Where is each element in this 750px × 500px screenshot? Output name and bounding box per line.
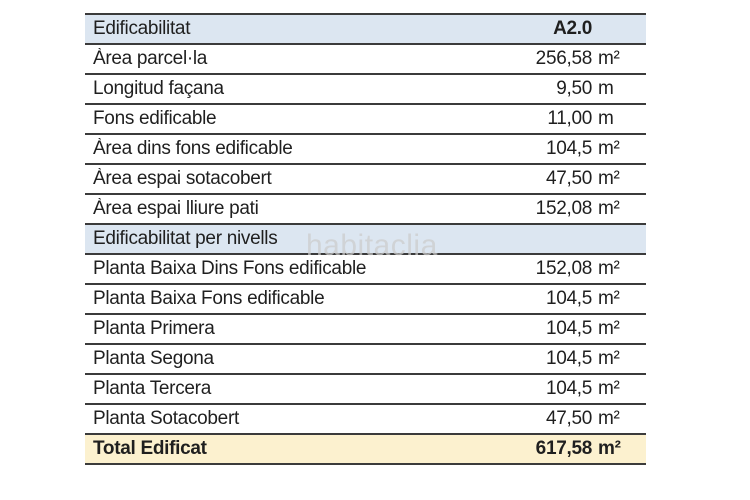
- row-value-number: 104,5: [545, 288, 592, 309]
- table-row: Planta Baixa Dins Fons edificable 152,08…: [85, 255, 646, 285]
- row-value: 104,5 m²: [480, 318, 646, 340]
- row-value-number: 152,08: [535, 198, 593, 219]
- table-row-section-edificabilitat: Edificabilitat A2.0: [85, 15, 646, 45]
- row-value: 104,5 m²: [480, 288, 646, 310]
- row-label: Àrea parcel·la: [93, 48, 208, 69]
- row-label: Fons edificable: [93, 108, 217, 129]
- row-value: 9,50 m: [480, 78, 646, 100]
- row-value-unit: m²: [598, 438, 621, 459]
- row-value: 256,58 m²: [480, 48, 646, 70]
- row-value-number: 104,5: [545, 318, 592, 339]
- row-value-unit: m²: [598, 288, 620, 309]
- table-row: Planta Sotacobert 47,50 m²: [85, 405, 646, 435]
- row-value-unit: m: [598, 78, 614, 99]
- table-row: Àrea dins fons edificable 104,5 m²: [85, 135, 646, 165]
- row-label: Planta Tercera: [93, 378, 211, 399]
- table-row-total: Total Edificat 617,58 m²: [85, 435, 646, 465]
- row-value-number: 47,50: [545, 408, 592, 429]
- row-value-unit: m²: [598, 198, 620, 219]
- row-value-unit: m²: [598, 138, 620, 159]
- row-value-unit: m²: [598, 48, 620, 69]
- table-row: Fons edificable 11,00 m: [85, 105, 646, 135]
- row-label: Planta Segona: [93, 348, 214, 369]
- row-value: 617,58 m²: [480, 438, 646, 460]
- table-row: Planta Baixa Fons edificable 104,5 m²: [85, 285, 646, 315]
- row-value-unit: m²: [598, 318, 620, 339]
- row-value-number: 104,5: [545, 348, 592, 369]
- row-value-unit: m²: [598, 408, 620, 429]
- row-label: Àrea espai lliure pati: [93, 198, 259, 219]
- row-label: Longitud façana: [93, 78, 224, 99]
- table-row: Planta Primera 104,5 m²: [85, 315, 646, 345]
- buildability-table: Edificabilitat A2.0 Àrea parcel·la 256,5…: [85, 13, 646, 465]
- row-label: Planta Baixa Dins Fons edificable: [93, 258, 367, 279]
- row-value-unit: m: [598, 108, 614, 129]
- row-label: Planta Sotacobert: [93, 408, 239, 429]
- row-value-unit: m²: [598, 168, 620, 189]
- row-value-unit: m²: [598, 258, 620, 279]
- row-value-number: 104,5: [545, 378, 592, 399]
- row-value: 152,08 m²: [480, 198, 646, 220]
- row-value-number: 152,08: [535, 258, 593, 279]
- row-label: Planta Primera: [93, 318, 215, 339]
- row-value-number: A2.0: [553, 18, 592, 39]
- row-value-number: 617,58: [535, 438, 593, 459]
- table-row: Àrea parcel·la 256,58 m²: [85, 45, 646, 75]
- table-row: Planta Tercera 104,5 m²: [85, 375, 646, 405]
- row-value-number: 11,00: [547, 108, 592, 129]
- row-value: 104,5 m²: [480, 138, 646, 160]
- table-row: Planta Segona 104,5 m²: [85, 345, 646, 375]
- row-label: Edificabilitat: [93, 18, 191, 39]
- row-label: Àrea espai sotacobert: [93, 168, 272, 189]
- row-value: 104,5 m²: [480, 378, 646, 400]
- row-value: A2.0: [480, 18, 646, 40]
- row-value-unit: m²: [598, 378, 620, 399]
- row-value-number: 47,50: [545, 168, 592, 189]
- table-row: Àrea espai lliure pati 152,08 m²: [85, 195, 646, 225]
- row-label: Edificabilitat per nivells: [93, 228, 278, 249]
- table-row: Àrea espai sotacobert 47,50 m²: [85, 165, 646, 195]
- row-value-number: 9,50: [556, 78, 592, 99]
- row-label: Planta Baixa Fons edificable: [93, 288, 325, 309]
- row-value: 11,00 m: [480, 108, 646, 130]
- row-value-number: 104,5: [545, 138, 592, 159]
- table-row: Longitud façana 9,50 m: [85, 75, 646, 105]
- row-label: Àrea dins fons edificable: [93, 138, 293, 159]
- table-row-section-nivells: Edificabilitat per nivells: [85, 225, 646, 255]
- row-value: 47,50 m²: [480, 408, 646, 430]
- row-value-number: 256,58: [535, 48, 593, 69]
- row-value: 152,08 m²: [480, 258, 646, 280]
- row-label: Total Edificat: [93, 438, 207, 459]
- row-value: 47,50 m²: [480, 168, 646, 190]
- row-value-unit: m²: [598, 348, 620, 369]
- row-value: 104,5 m²: [480, 348, 646, 370]
